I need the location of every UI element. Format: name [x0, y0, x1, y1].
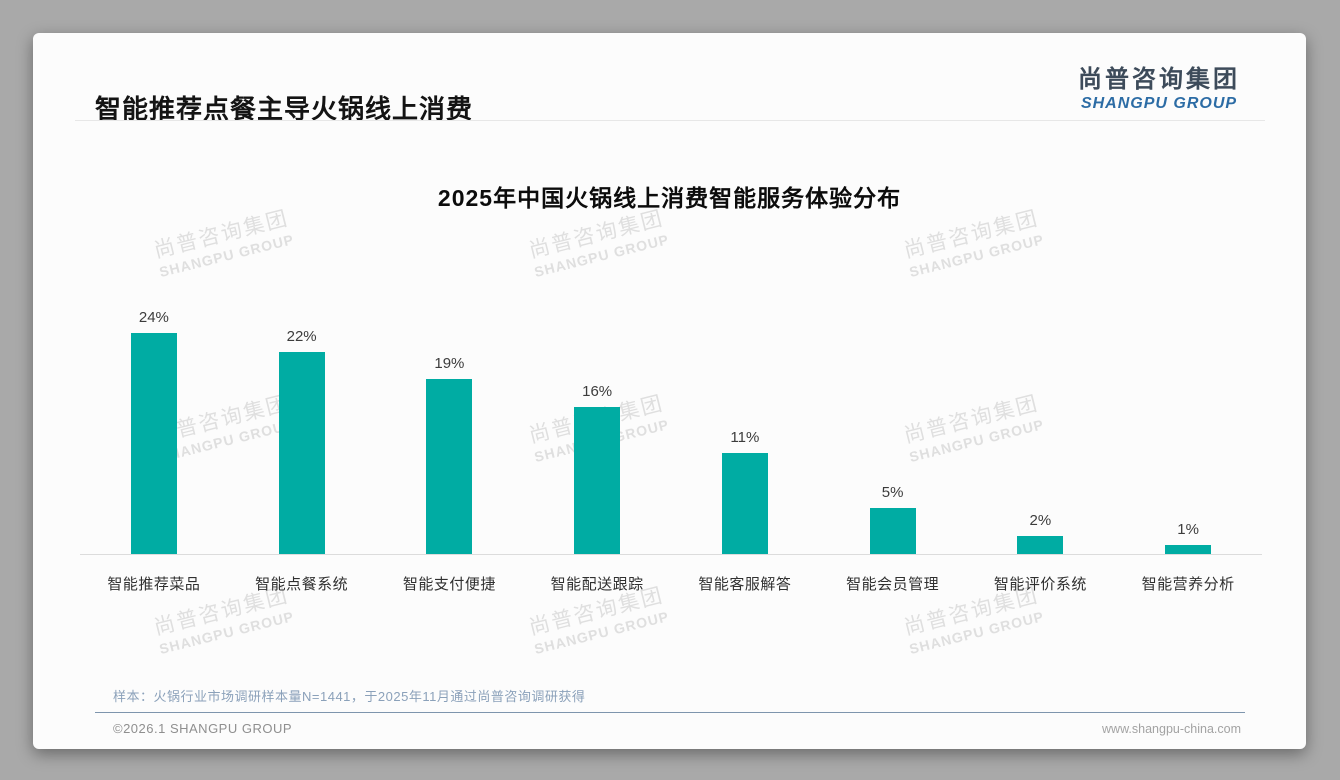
slide-card: 智能推荐点餐主导火锅线上消费 尚普咨询集团 SHANGPU GROUP 尚普咨询… — [33, 33, 1306, 749]
bar-chart-plot-area: 24% 22% 19% 16% 11% 5% 2% 1% — [80, 283, 1262, 555]
category-label: 智能配送跟踪 — [550, 576, 644, 593]
bar-column: 11% — [671, 429, 819, 554]
bar-column: 2% — [967, 512, 1115, 554]
category-label: 智能会员管理 — [846, 576, 940, 593]
watermark-english-text: SHANGPU GROUP — [532, 608, 671, 658]
title-divider — [75, 120, 1265, 121]
bar-value-label: 2% — [1029, 511, 1052, 529]
bar-value-label: 5% — [881, 484, 904, 501]
bar — [1165, 544, 1212, 554]
watermark-english-text: SHANGPU GROUP — [157, 608, 296, 658]
bar — [869, 508, 916, 554]
website-url: www.shangpu-china.com — [1102, 721, 1241, 736]
bar-value-label: 16% — [582, 382, 613, 400]
logo-english-text: SHANGPU GROUP — [1080, 95, 1238, 112]
bar-column: 1% — [1114, 521, 1262, 554]
page-title: 智能推荐点餐主导火锅线上消费 — [95, 94, 474, 124]
bar — [574, 406, 621, 554]
watermark-english-text: SHANGPU GROUP — [907, 231, 1046, 281]
category-axis: 智能推荐菜品 智能点餐系统 智能支付便捷 智能配送跟踪 智能客服解答 智能会员管理 智能评价… — [80, 556, 1262, 594]
bar-value-label: 24% — [138, 309, 169, 327]
bar — [721, 452, 768, 554]
bar-value-label: 11% — [730, 428, 760, 446]
category-label: 智能客服解答 — [698, 576, 792, 593]
company-logo: 尚普咨询集团 SHANGPU GROUP — [1078, 59, 1240, 113]
watermark-english-text: SHANGPU GROUP — [157, 231, 296, 281]
category-label: 智能推荐菜品 — [107, 576, 201, 593]
bar — [1017, 535, 1064, 554]
logo-chinese-text: 尚普咨询集团 — [1078, 66, 1240, 93]
copyright-text: ©2026.1 SHANGPU GROUP — [113, 721, 293, 736]
watermark-english-text: SHANGPU GROUP — [907, 608, 1046, 658]
bar-column: 22% — [228, 328, 376, 554]
bar-column: 24% — [80, 309, 228, 554]
category-label: 智能点餐系统 — [255, 576, 349, 593]
bar-value-label: 19% — [434, 355, 465, 373]
bar — [278, 351, 325, 554]
bar — [130, 333, 177, 554]
bar-value-label: 1% — [1177, 520, 1199, 538]
bar-value-label: 22% — [286, 327, 317, 345]
category-label: 智能营养分析 — [1141, 576, 1235, 593]
category-label: 智能评价系统 — [993, 576, 1087, 593]
sample-footnote: 样本：火锅行业市场调研样本量N=1441，于2025年11月通过尚普咨询调研获得 — [113, 689, 586, 704]
watermark-english-text: SHANGPU GROUP — [532, 231, 671, 281]
bar-column: 19% — [376, 355, 524, 554]
bar-column: 16% — [523, 383, 671, 554]
footer: ©2026.1 SHANGPU GROUP www.shangpu-china.… — [113, 721, 1241, 736]
chart-title: 2025年中国火锅线上消费智能服务体验分布 — [437, 185, 902, 211]
bar — [426, 379, 473, 554]
footer-divider — [95, 712, 1245, 713]
category-label: 智能支付便捷 — [402, 576, 496, 593]
bar-column: 5% — [819, 484, 967, 554]
